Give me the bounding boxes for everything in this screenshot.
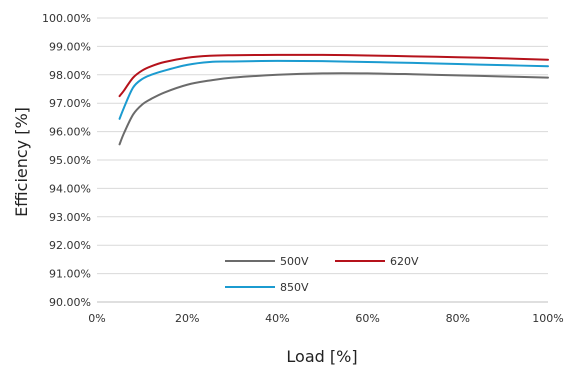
y-tick-label: 94.00% [49, 182, 91, 195]
y-axis-title: Efficiency [%] [12, 107, 31, 217]
legend-label: 850V [280, 281, 309, 294]
y-tick-label: 92.00% [49, 239, 91, 252]
series-line-850V [118, 59, 549, 120]
y-tick-label: 93.00% [49, 211, 91, 224]
x-tick-label: 20% [175, 312, 199, 325]
y-tick-label: 97.00% [49, 97, 91, 110]
legend-item-500V: 500V [225, 255, 309, 268]
y-tick-label: 95.00% [49, 154, 91, 167]
series-line-620V [118, 53, 549, 98]
x-tick-label: 80% [446, 312, 470, 325]
x-axis-title: Load [%] [286, 347, 357, 366]
legend-item-850V: 850V [225, 281, 309, 294]
y-tick-label: 100.00% [42, 12, 91, 25]
x-tick-label: 0% [88, 312, 105, 325]
x-tick-label: 40% [265, 312, 289, 325]
legend-label: 500V [280, 255, 309, 268]
y-axis-ticks: 90.00% 91.00% 92.00% 93.00% 94.00% 95.00% 96.0… [42, 12, 91, 309]
legend-item-620V: 620V [335, 255, 419, 268]
series-line-500V [118, 72, 549, 146]
legend-label: 620V [390, 255, 419, 268]
y-tick-label: 98.00% [49, 69, 91, 82]
x-tick-label: 60% [355, 312, 379, 325]
x-axis-ticks: 0% 20% 40% 60% 80% 100% [88, 312, 563, 325]
legend: 500V 620V 850V [225, 255, 419, 294]
x-tick-label: 100% [532, 312, 563, 325]
series-lines [118, 53, 549, 146]
y-tick-label: 99.00% [49, 40, 91, 53]
gridlines [97, 17, 548, 303]
y-tick-label: 96.00% [49, 126, 91, 139]
y-tick-label: 90.00% [49, 296, 91, 309]
y-tick-label: 91.00% [49, 268, 91, 281]
